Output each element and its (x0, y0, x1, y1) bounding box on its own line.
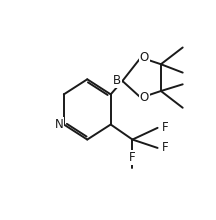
Text: O: O (140, 91, 149, 104)
Text: B: B (113, 74, 121, 88)
Text: O: O (140, 51, 149, 64)
Text: F: F (162, 141, 169, 154)
Text: N: N (54, 118, 63, 131)
Text: F: F (162, 121, 169, 134)
Text: F: F (129, 151, 136, 164)
